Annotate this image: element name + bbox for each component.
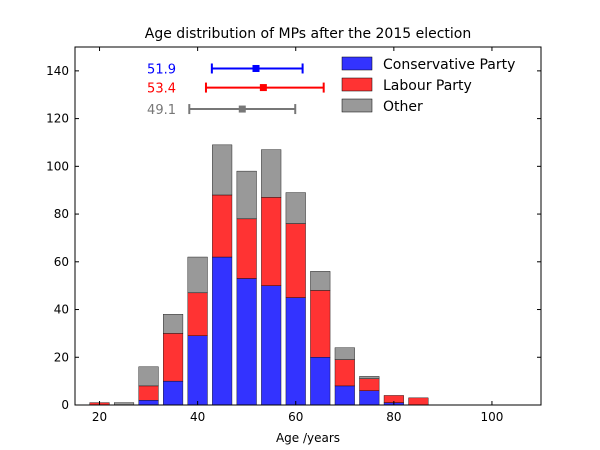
bar-labour-party-85 bbox=[408, 397, 429, 406]
bar-conservative-party-70 bbox=[334, 385, 355, 406]
mean-marker-1 bbox=[259, 84, 267, 92]
x-tick-label: 20 bbox=[92, 410, 107, 424]
bar-conservative-party-40 bbox=[187, 335, 208, 406]
bar-labour-party-70 bbox=[334, 359, 355, 387]
mean-label-0: 51.9 bbox=[147, 62, 176, 77]
bar-other-40 bbox=[187, 256, 208, 294]
x-tick-label: 40 bbox=[190, 410, 205, 424]
bar-other-55 bbox=[261, 149, 282, 198]
bar-conservative-party-65 bbox=[310, 357, 331, 406]
chart-title: Age distribution of MPs after the 2015 e… bbox=[145, 26, 471, 42]
bar-labour-party-45 bbox=[212, 194, 233, 258]
y-tick-label: 120 bbox=[46, 112, 69, 126]
bar-labour-party-35 bbox=[163, 333, 184, 382]
mean-marker-2 bbox=[238, 105, 246, 113]
x-axis-label: Age /years bbox=[276, 431, 340, 445]
x-tick-label: 60 bbox=[288, 410, 303, 424]
legend-label-other: Other bbox=[383, 99, 423, 115]
mean-label-2: 49.1 bbox=[147, 103, 176, 118]
mean-label-1: 53.4 bbox=[147, 82, 176, 97]
y-tick-label: 100 bbox=[46, 159, 69, 173]
y-tick-label: 0 bbox=[61, 398, 69, 412]
legend-swatch-conservative-party bbox=[341, 56, 373, 71]
y-tick-label: 40 bbox=[54, 303, 69, 317]
legend-label-labour-party: Labour Party bbox=[383, 78, 472, 94]
bar-other-60 bbox=[285, 192, 306, 224]
bar-other-35 bbox=[163, 314, 184, 334]
y-tick-label: 60 bbox=[54, 255, 69, 269]
y-tick-label: 20 bbox=[54, 350, 69, 364]
bar-labour-party-75 bbox=[359, 378, 380, 391]
y-tick-label: 80 bbox=[54, 207, 69, 221]
bar-conservative-party-75 bbox=[359, 390, 380, 406]
plot-frame bbox=[74, 46, 542, 406]
x-tick-label: 100 bbox=[480, 410, 503, 424]
y-tick-label: 140 bbox=[46, 64, 69, 78]
legend-swatch-labour-party bbox=[341, 77, 373, 92]
mean-marker-0 bbox=[252, 64, 260, 72]
legend-label-conservative-party: Conservative Party bbox=[383, 57, 515, 73]
bar-labour-party-60 bbox=[285, 223, 306, 298]
bar-conservative-party-30 bbox=[138, 400, 159, 406]
legend-swatch-other bbox=[341, 98, 373, 113]
bar-other-45 bbox=[212, 144, 233, 196]
bar-conservative-party-45 bbox=[212, 256, 233, 406]
bar-labour-party-30 bbox=[138, 385, 159, 401]
bar-conservative-party-50 bbox=[236, 278, 257, 406]
bar-labour-party-40 bbox=[187, 292, 208, 336]
bar-other-65 bbox=[310, 271, 331, 291]
bar-other-30 bbox=[138, 366, 159, 387]
bar-other-75 bbox=[359, 376, 380, 379]
bar-conservative-party-35 bbox=[163, 380, 184, 406]
bar-conservative-party-55 bbox=[261, 285, 282, 406]
bar-other-50 bbox=[236, 170, 257, 220]
bar-other-70 bbox=[334, 347, 355, 360]
bar-labour-party-55 bbox=[261, 197, 282, 286]
bar-conservative-party-60 bbox=[285, 297, 306, 406]
x-tick-label: 80 bbox=[386, 410, 401, 424]
bar-labour-party-50 bbox=[236, 218, 257, 279]
bar-labour-party-65 bbox=[310, 290, 331, 358]
